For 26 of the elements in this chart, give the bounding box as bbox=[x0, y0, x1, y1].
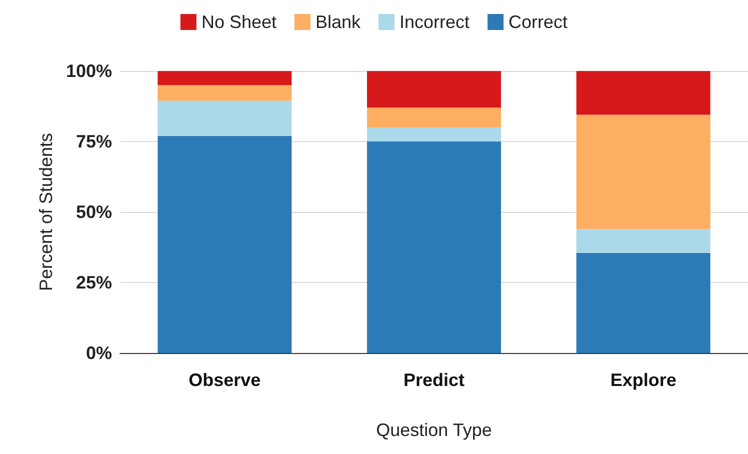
x-tick-label: Observe bbox=[188, 370, 261, 390]
bar bbox=[367, 127, 501, 142]
bar bbox=[367, 142, 501, 353]
x-tick-label: Predict bbox=[403, 370, 465, 390]
bar bbox=[576, 71, 710, 115]
x-tick-label: Explore bbox=[610, 370, 676, 390]
y-tick-label: 50% bbox=[76, 202, 112, 222]
bar bbox=[367, 71, 501, 108]
bar bbox=[367, 108, 501, 128]
legend-label: Incorrect bbox=[400, 12, 470, 32]
y-tick-label: 100% bbox=[66, 61, 112, 81]
y-tick-label: 25% bbox=[76, 272, 112, 292]
bar bbox=[158, 136, 292, 353]
bar bbox=[158, 71, 292, 86]
bar bbox=[576, 228, 710, 253]
bar bbox=[576, 252, 710, 353]
bar bbox=[576, 114, 710, 229]
legend-label: Correct bbox=[508, 12, 568, 32]
legend-label: Blank bbox=[315, 12, 362, 32]
y-tick-label: 0% bbox=[86, 343, 112, 363]
bar bbox=[158, 100, 292, 136]
y-axis-title: Percent of Students bbox=[36, 132, 56, 292]
legend-label: No Sheet bbox=[201, 12, 277, 32]
x-axis-title: Question Type bbox=[376, 420, 492, 440]
y-tick-label: 75% bbox=[76, 132, 112, 152]
bar bbox=[158, 85, 292, 101]
